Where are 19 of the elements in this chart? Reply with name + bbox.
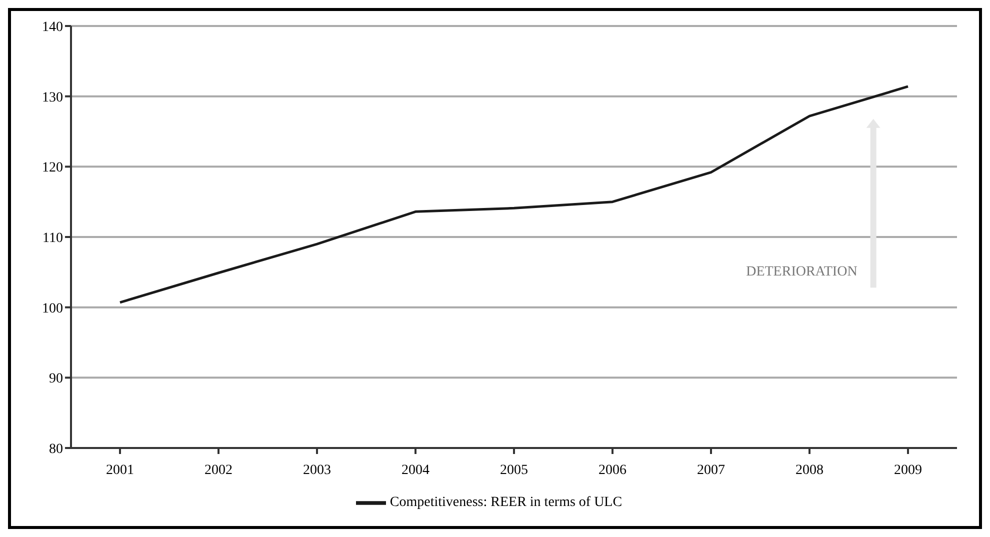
x-tick-label: 2002 — [204, 462, 232, 478]
line-series — [118, 85, 910, 304]
y-tick-label: 120 — [42, 160, 63, 176]
x-tick-label: 2004 — [402, 462, 430, 478]
y-tick-label: 140 — [42, 20, 63, 35]
y-tick-label: 110 — [42, 230, 63, 246]
y-tick-label: 130 — [42, 90, 63, 106]
y-tick-label: 90 — [49, 372, 63, 387]
x-tick-label: 2003 — [303, 462, 331, 478]
x-tick-label: 2007 — [697, 462, 725, 478]
x-tick-label: 2001 — [106, 462, 134, 478]
y-tick-label: 80 — [49, 442, 63, 457]
annotation: DETERIORATION — [746, 264, 858, 280]
y-tick-label: 100 — [42, 301, 63, 316]
x-tick-label: 2006 — [598, 462, 626, 478]
x-tick-label: 2005 — [500, 462, 528, 478]
legend-label: Competitiveness: REER in terms of ULC — [390, 495, 622, 510]
x-tick-label: 2008 — [796, 462, 824, 478]
x-tick-label: 2009 — [894, 462, 922, 478]
